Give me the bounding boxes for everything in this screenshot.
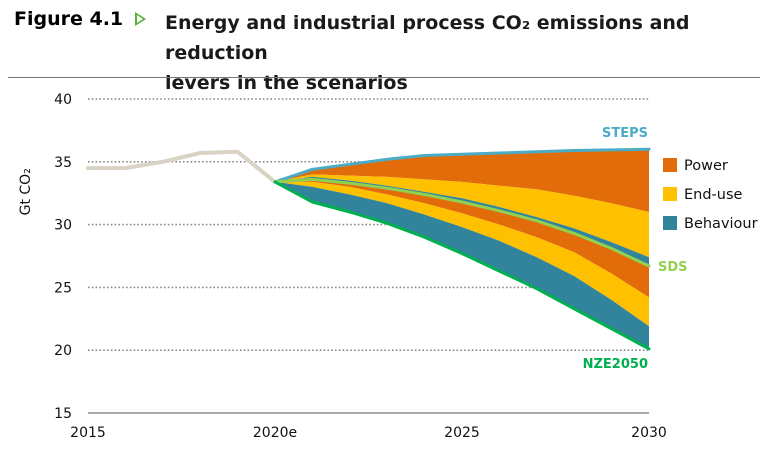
y-axis-label: Gt CO₂ bbox=[18, 168, 34, 215]
title-divider bbox=[8, 77, 760, 78]
band-enduse-steps-sds bbox=[275, 174, 649, 258]
label-nze2050: NZE2050 bbox=[583, 357, 648, 372]
y-tick-20: 20 bbox=[54, 343, 72, 359]
legend: Power End-use Behaviour bbox=[663, 158, 758, 232]
y-tick-25: 25 bbox=[54, 280, 72, 296]
legend-label-behaviour: Behaviour bbox=[684, 216, 758, 232]
y-tick-35: 35 bbox=[54, 155, 72, 171]
figure-number: Figure 4.1 bbox=[14, 8, 124, 30]
legend-label-enduse: End-use bbox=[684, 187, 743, 203]
figure-triangle-icon bbox=[135, 12, 146, 26]
band-behaviour-sds-nze bbox=[275, 181, 649, 349]
label-steps: STEPS bbox=[602, 126, 648, 141]
legend-swatch-behaviour bbox=[663, 216, 677, 230]
scenario-labels: STEPS SDS NZE2050 bbox=[583, 126, 688, 372]
history-line bbox=[86, 149, 277, 184]
x-tick-2025: 2025 bbox=[444, 425, 480, 441]
scenario-lines bbox=[86, 147, 651, 351]
legend-swatch-enduse bbox=[663, 187, 677, 201]
x-tick-2015: 2015 bbox=[70, 425, 106, 441]
figure-title-line1: Energy and industrial process CO₂ emissi… bbox=[165, 12, 690, 64]
x-tick-2030: 2030 bbox=[631, 425, 667, 441]
nze2050-line bbox=[273, 180, 651, 351]
x-tick-2020: 2020e bbox=[253, 425, 297, 441]
legend-swatch-power bbox=[663, 158, 677, 172]
steps-line bbox=[273, 147, 651, 184]
label-sds: SDS bbox=[658, 260, 688, 275]
y-tick-15: 15 bbox=[54, 406, 72, 422]
y-tick-40: 40 bbox=[54, 92, 72, 108]
sds-line bbox=[273, 177, 651, 268]
band-enduse-sds-nze bbox=[275, 181, 649, 327]
y-tick-30: 30 bbox=[54, 218, 72, 234]
legend-label-power: Power bbox=[684, 158, 728, 174]
band-power-steps-sds bbox=[275, 149, 649, 212]
